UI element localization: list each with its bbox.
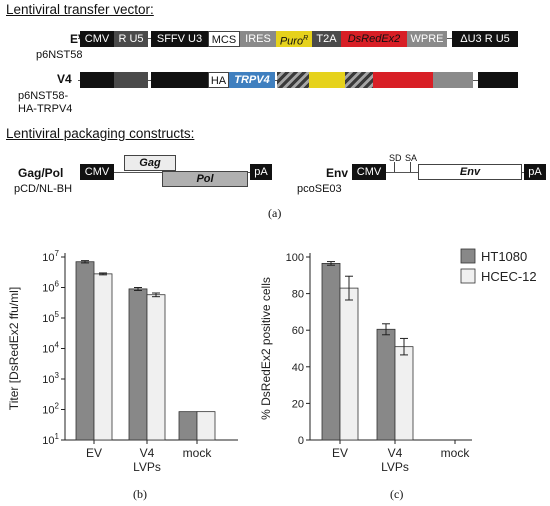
x-tick-label: EV — [86, 446, 102, 460]
bar-ht1080-ev — [321, 263, 341, 441]
v4-ha: HA — [208, 72, 229, 88]
ev-cmv: CMV — [80, 31, 114, 47]
panel-b-label: (b) — [133, 487, 147, 501]
y-tick-label: 80 — [292, 289, 304, 301]
x-axis-label: LVPs — [133, 460, 161, 474]
y-tick-label: 104 — [42, 341, 59, 356]
v4-plasmid-line2: HA-TRPV4 — [18, 103, 73, 115]
v4-ires — [277, 72, 309, 88]
v4-dsredex2 — [373, 72, 433, 88]
legend-label-ht1080: HT1080 — [481, 249, 527, 264]
gagpol-label: Gag/Pol — [18, 166, 64, 180]
x-tick-label: V4 — [388, 446, 403, 460]
env-plasmid: pcoSE03 — [297, 183, 342, 195]
ev-dsredex2: DsRedEx2 — [341, 31, 407, 47]
v4-t2a — [345, 72, 373, 88]
x-tick-label: mock — [441, 446, 471, 460]
v4-trpv4: TRPV4 — [229, 72, 275, 88]
bar-ht1080-v4 — [128, 288, 148, 441]
y-tick-label: 103 — [42, 371, 59, 386]
puro-text: Puro — [279, 35, 304, 47]
ev-plasmid: p6NST58 — [36, 49, 83, 61]
gagpol-pa: pA — [250, 164, 272, 180]
x-tick-label: V4 — [140, 446, 155, 460]
v4-delta-u3-r-u5 — [478, 72, 518, 88]
bar-hcec-12-v4 — [146, 294, 166, 441]
x-axis-label: LVPs — [381, 460, 409, 474]
packaging-title: Lentiviral packaging constructs: — [6, 126, 195, 141]
legend-swatch-hcec-12 — [460, 268, 476, 284]
legend-label-hcec-12: HCEC-12 — [481, 269, 537, 284]
ev-wpre: WPRE — [407, 31, 447, 47]
y-tick-label: 40 — [292, 362, 304, 374]
env-sa-tick — [410, 162, 411, 172]
v4-wpre — [433, 72, 473, 88]
y-tick-label: 0 — [298, 435, 304, 447]
pol-box: Pol — [162, 171, 248, 187]
y-tick-label: 100 — [286, 252, 304, 264]
bar-hcec-12-ev — [339, 287, 359, 441]
v4-puro — [309, 72, 345, 88]
legend-swatch-ht1080 — [460, 248, 476, 264]
env-cmv: CMV — [352, 164, 386, 180]
v4-r-u5 — [114, 72, 148, 88]
chart-b: 101 102 103 104 105 106 107 Titer [DsRedEx2 ffu… — [7, 249, 238, 474]
y-tick-label: 102 — [42, 402, 59, 417]
ev-sffv-u3: SFFV U3 — [151, 31, 208, 47]
gagpol-cmv: CMV — [80, 164, 114, 180]
ev-mcs: MCS — [208, 31, 240, 47]
env-box: Env — [418, 164, 522, 180]
y-axis-label: Titer [DsRedEx2 ffu/ml] — [7, 287, 21, 410]
y-tick-label: 60 — [292, 325, 304, 337]
v4-label: V4 — [57, 72, 72, 86]
y-axis-label: % DsRedEx2 positive cells — [259, 277, 273, 420]
bar-hcec-12-v4 — [394, 346, 414, 441]
env-sd-label: SD — [389, 153, 402, 163]
bar-ht1080-v4 — [376, 328, 396, 441]
panel-a-label: (a) — [268, 206, 282, 220]
y-tick-label: 20 — [292, 398, 304, 410]
v4-plasmid-line1: p6NST58- — [18, 90, 69, 102]
v4-cmv — [80, 72, 114, 88]
gagpol-plasmid: pCD/NL-BH — [14, 183, 73, 195]
bar-hcec-12-ev — [93, 273, 113, 441]
y-tick-label: 105 — [42, 310, 59, 325]
ev-r-u5: R U5 — [114, 31, 148, 47]
x-tick-label: EV — [332, 446, 348, 460]
bar-ht1080-ev — [75, 261, 95, 441]
v4-sffv-u3 — [151, 72, 208, 88]
ev-t2a: T2A — [312, 31, 341, 47]
gag-box: Gag — [124, 155, 176, 171]
env-label: Env — [326, 166, 349, 180]
ev-delta-u3-r-u5: ΔU3 R U5 — [452, 31, 518, 47]
ev-puro: PuroR — [276, 31, 312, 47]
puro-superscript: R — [303, 35, 309, 42]
env-pa: pA — [524, 164, 546, 180]
env-sd-tick — [394, 162, 395, 172]
env-sa-label: SA — [405, 153, 418, 163]
y-tick-label: 106 — [42, 280, 59, 295]
chart-c: 0 20 40 60 80 100 % DsRedEx2 positive cells EV V… — [259, 248, 537, 474]
y-tick-label: 107 — [42, 249, 59, 264]
ev-ires: IRES — [240, 31, 276, 47]
x-tick-label: mock — [183, 446, 213, 460]
panel-c-label: (c) — [390, 487, 404, 501]
bar-hcec-12-mock — [196, 411, 216, 441]
bar-ht1080-mock — [178, 411, 198, 441]
transfer-vector-title: Lentiviral transfer vector: — [6, 2, 154, 17]
y-tick-label: 101 — [42, 432, 59, 447]
